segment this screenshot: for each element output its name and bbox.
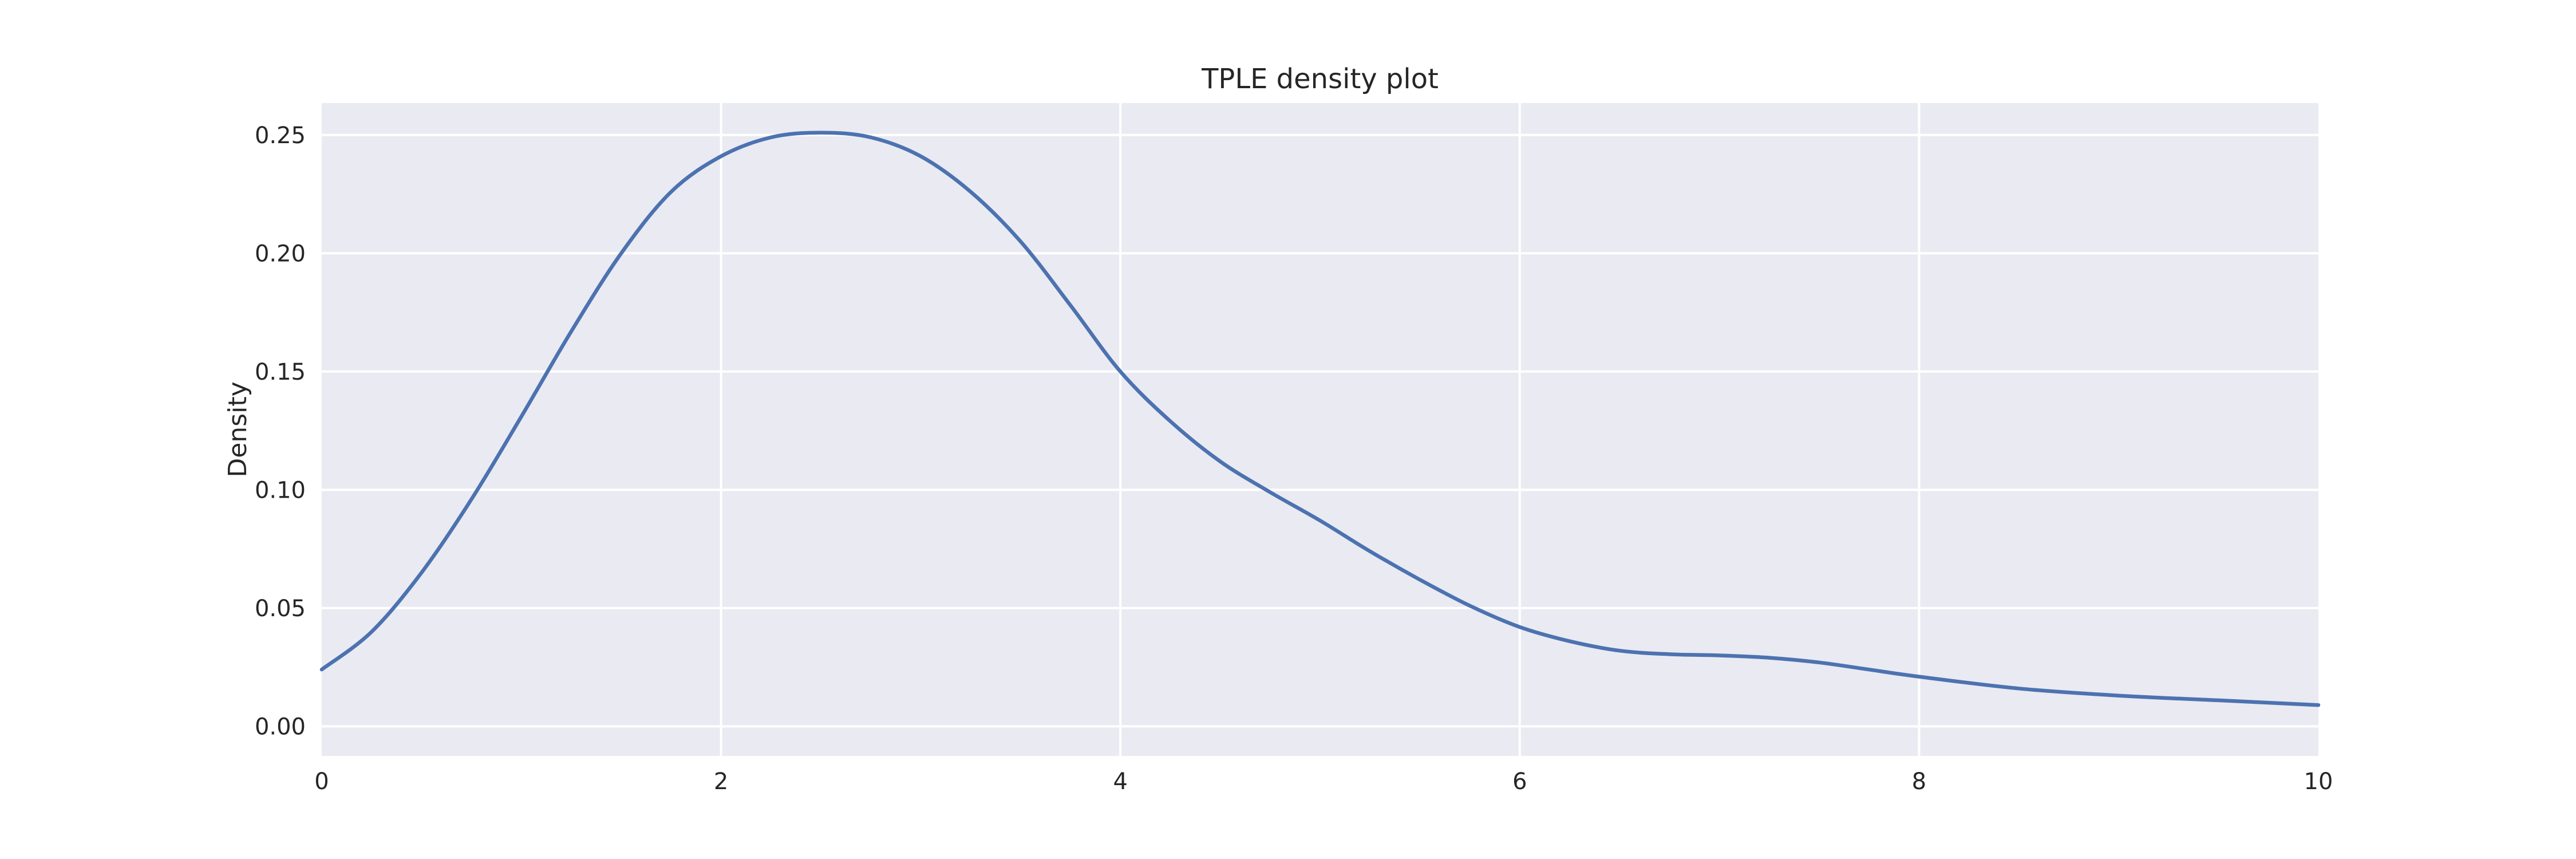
x-tick-label: 6 (1512, 769, 1527, 795)
x-tick-label: 2 (714, 769, 728, 795)
y-axis-label: Density (223, 381, 252, 477)
y-tick-label: 0.10 (255, 477, 306, 503)
x-tick-label: 0 (314, 769, 329, 795)
density-line (319, 131, 2321, 707)
x-tick-label: 4 (1113, 769, 1127, 795)
chart-title: TPLE density plot (1201, 63, 1439, 95)
plot-background (322, 103, 2318, 756)
y-tick-label: 0.00 (255, 714, 306, 740)
y-tick-label: 0.25 (255, 123, 306, 149)
y-tick-label: 0.20 (255, 241, 306, 267)
x-grid-lines (720, 103, 1921, 756)
x-axis-tick-labels: 0 2 4 6 8 10 (314, 769, 2333, 795)
x-tick-label: 10 (2304, 769, 2333, 795)
y-tick-label: 0.15 (255, 359, 306, 385)
y-grid-lines (322, 133, 2318, 728)
x-tick-label: 8 (1912, 769, 1926, 795)
y-axis-tick-labels: 0.00 0.05 0.10 0.15 0.20 0.25 (255, 123, 306, 740)
y-tick-label: 0.05 (255, 596, 306, 622)
